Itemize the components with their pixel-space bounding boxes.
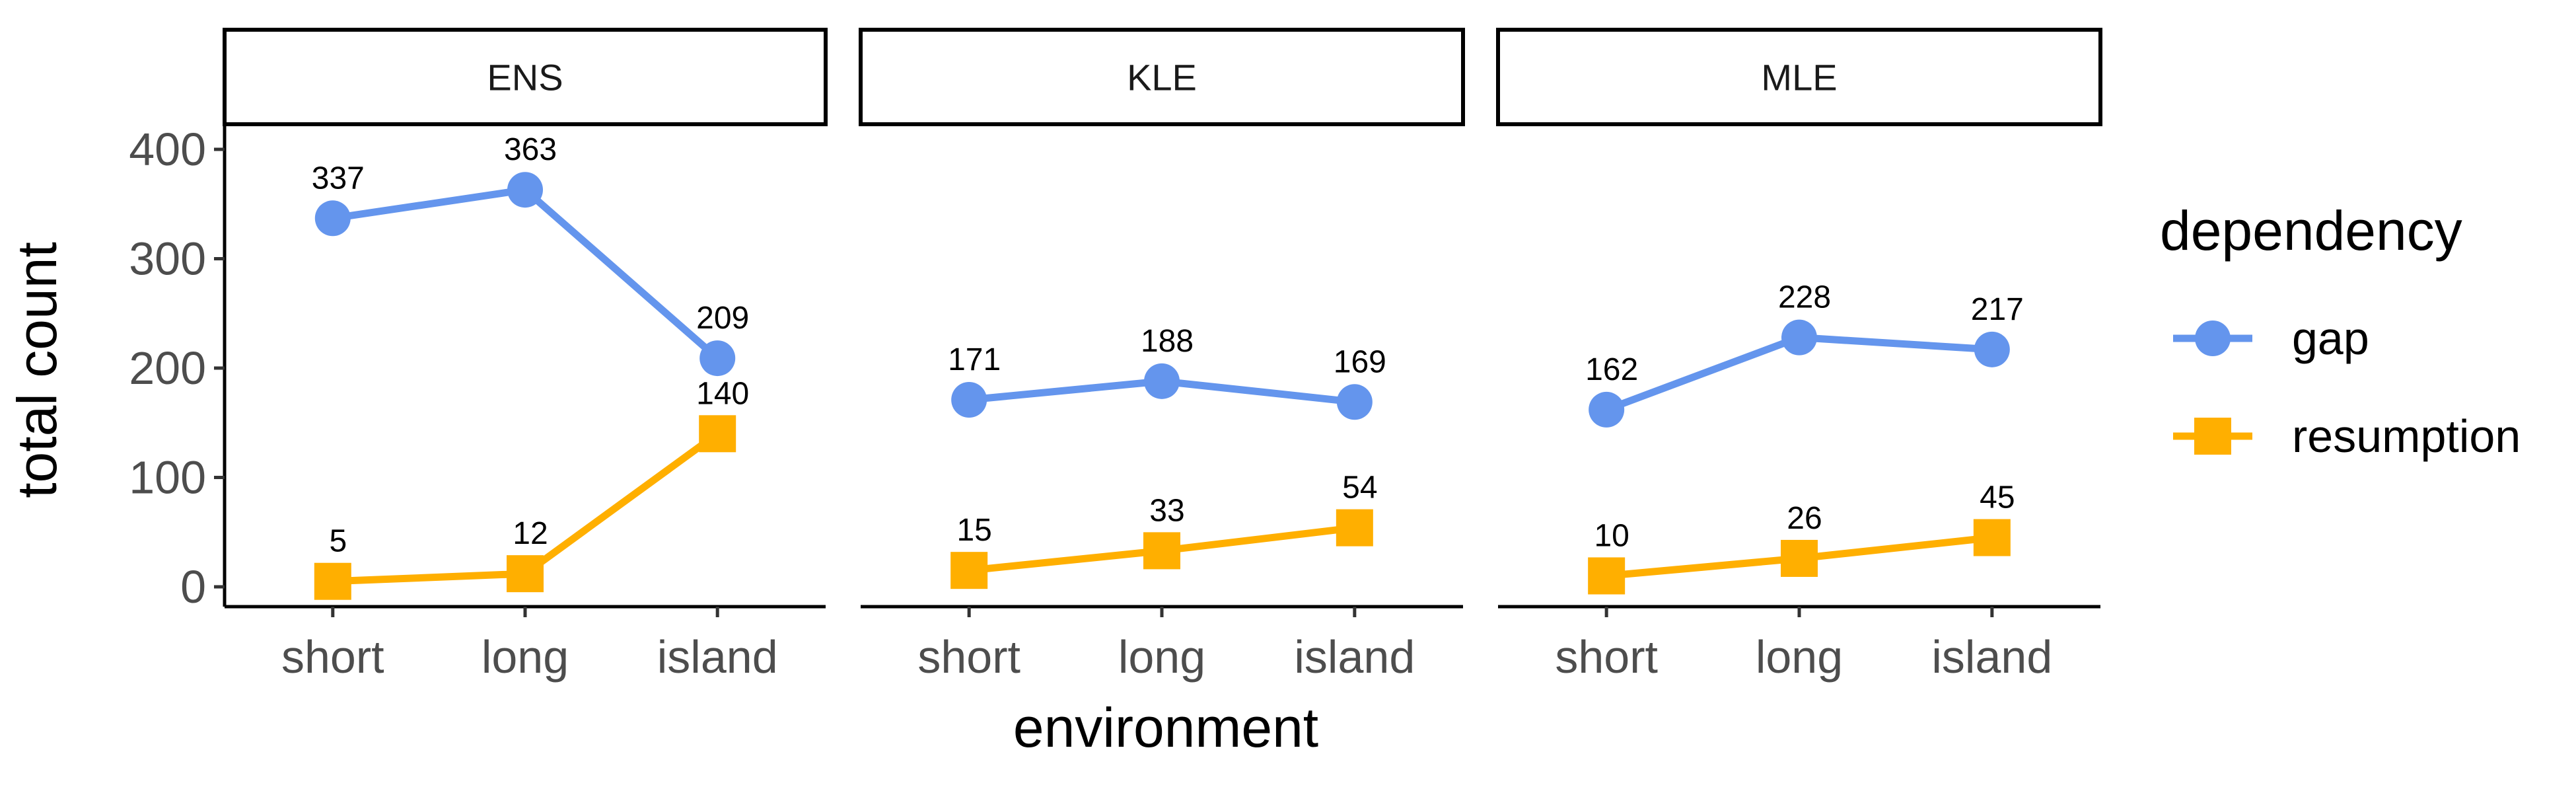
facet-strip-label: ENS — [487, 57, 563, 98]
facet-strip — [859, 28, 1465, 126]
data-label: 337 — [312, 161, 365, 196]
x-tick-label: long — [1118, 631, 1205, 683]
point-resumption — [314, 562, 351, 600]
point-resumption — [1588, 557, 1626, 595]
facet-kle: KLE short long island 171 188 169 15 33 54 — [859, 28, 1465, 683]
point-gap — [1589, 391, 1625, 428]
x-tick-label: long — [482, 631, 569, 683]
y-axis: 0 100 200 300 400 — [129, 124, 227, 613]
facet-strip — [1496, 28, 2102, 126]
series-resumption: 5 12 140 — [314, 376, 749, 600]
series-line-gap — [332, 186, 720, 361]
data-label: 188 — [1141, 324, 1194, 359]
x-tick-label: short — [1555, 631, 1658, 683]
data-label: 54 — [1342, 471, 1377, 506]
point-resumption — [507, 555, 544, 593]
data-label: 10 — [1594, 518, 1629, 553]
x-axis-title: environment — [1013, 697, 1318, 759]
y-tick-label: 0 — [180, 561, 206, 613]
x-tick-label: island — [657, 631, 778, 683]
x-tick-label: island — [1294, 631, 1415, 683]
point-resumption — [699, 415, 736, 453]
y-tick-label: 400 — [129, 124, 206, 175]
data-label: 217 — [1971, 292, 2024, 327]
x-tick-label: island — [1931, 631, 2052, 683]
point-resumption — [1781, 539, 1818, 577]
point-gap — [1336, 384, 1373, 420]
series-gap: 171 188 169 — [948, 324, 1386, 420]
legend-title: dependency — [2160, 200, 2462, 262]
point-gap — [1144, 363, 1180, 399]
legend-label: resumption — [2292, 410, 2521, 462]
data-label: 162 — [1585, 352, 1638, 387]
x-tick-label: short — [281, 631, 384, 683]
y-tick-label: 100 — [129, 452, 206, 504]
point-resumption — [950, 552, 988, 589]
facet-strip-label: KLE — [1127, 57, 1197, 98]
y-tick-label: 300 — [129, 233, 206, 285]
facet-strip — [223, 28, 828, 126]
facets: ENS short long island 337 363 209 5 12 140 KLE shor… — [223, 28, 2102, 683]
point-resumption — [1143, 532, 1180, 570]
data-label: 228 — [1778, 280, 1831, 315]
legend-entry-gap: gap — [2173, 313, 2369, 364]
point-resumption — [1973, 519, 2011, 556]
data-label: 169 — [1334, 344, 1386, 379]
series-gap: 162 228 217 — [1585, 280, 2024, 428]
x-tick-label: short — [917, 631, 1020, 683]
y-axis-title: total count — [6, 242, 68, 498]
data-label: 171 — [948, 342, 1001, 377]
point-gap — [699, 340, 736, 377]
point-resumption — [1336, 509, 1373, 547]
facet-mle: MLE short long island 162 228 217 10 26 45 — [1496, 28, 2102, 683]
facet-strip-label: MLE — [1761, 57, 1837, 98]
series-resumption: 15 33 54 — [950, 471, 1378, 589]
series-gap: 337 363 209 — [312, 132, 749, 377]
y-tick-label: 200 — [129, 342, 206, 394]
point-gap — [314, 200, 351, 237]
point-gap — [1781, 319, 1817, 356]
legend: dependency gap resumption — [2160, 200, 2521, 462]
point-gap — [507, 172, 543, 208]
data-label: 363 — [504, 132, 557, 167]
legend-entry-resumption: resumption — [2173, 410, 2521, 462]
series-resumption: 10 26 45 — [1588, 480, 2015, 595]
data-label: 33 — [1149, 493, 1184, 528]
data-label: 5 — [329, 524, 347, 559]
legend-key-marker — [2194, 418, 2231, 455]
legend-key-marker — [2195, 321, 2231, 356]
x-tick-label: long — [1756, 631, 1843, 683]
data-label: 12 — [513, 516, 548, 551]
data-label: 140 — [696, 376, 749, 411]
data-label: 26 — [1787, 501, 1822, 536]
point-gap — [1974, 331, 2010, 367]
data-label: 45 — [1980, 480, 2015, 515]
point-gap — [951, 381, 987, 418]
data-label: 209 — [696, 301, 749, 336]
data-label: 15 — [956, 513, 991, 548]
legend-label: gap — [2292, 313, 2369, 364]
facet-ens: ENS short long island 337 363 209 5 12 140 — [223, 28, 828, 683]
